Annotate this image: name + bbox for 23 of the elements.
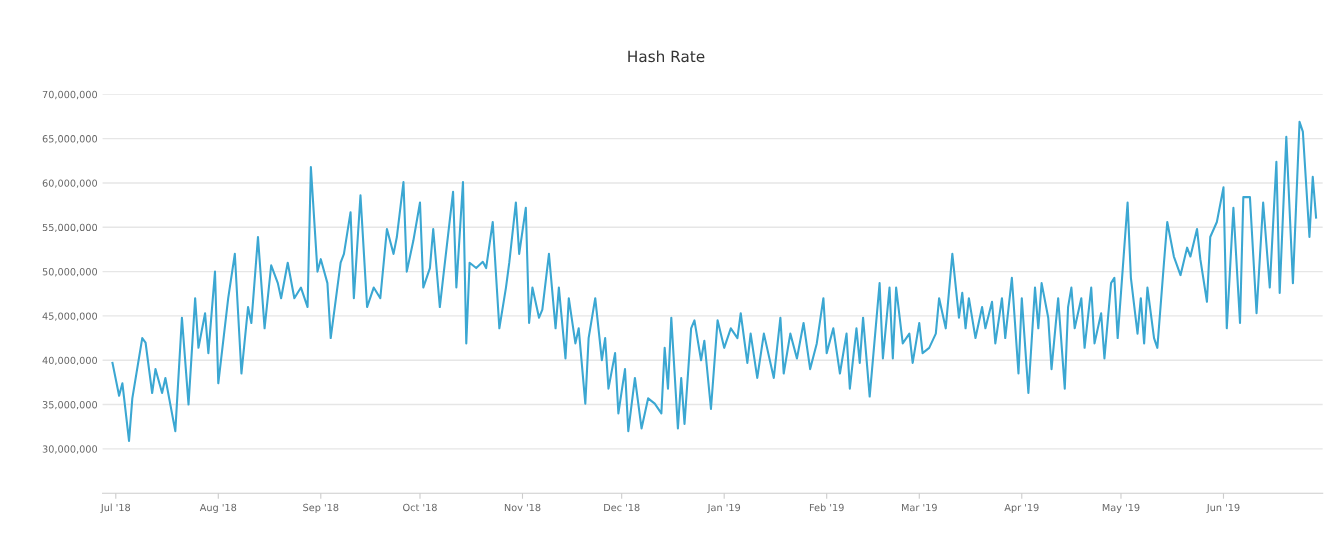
x-tick-label: Jul '18 — [100, 503, 131, 513]
x-tick-label: Oct '18 — [403, 503, 437, 512]
chart-title: Hash Rate — [628, 50, 705, 63]
x-tick-label: Dec '18 — [604, 503, 640, 512]
y-tick-label: 60,000,000 — [42, 179, 98, 188]
x-tick-label: Nov '18 — [504, 503, 541, 512]
line-series — [111, 120, 1318, 442]
y-tick-label: 40,000,000 — [42, 356, 98, 366]
y-tick-label: 45,000,000 — [42, 312, 98, 321]
x-tick-label: Feb '19 — [809, 503, 844, 512]
y-tick-label: 30,000,000 — [42, 445, 98, 454]
y-tick-label: 50,000,000 — [42, 268, 98, 277]
x-tick-label: Apr '19 — [1004, 503, 1039, 514]
x-tick-label: Aug '18 — [199, 503, 237, 514]
x-tick-label: Mar '19 — [901, 503, 937, 512]
x-tick-label: Jun '19 — [1206, 503, 1240, 513]
y-tick-label: 70,000,000 — [42, 90, 98, 100]
x-tick-label: Sep '18 — [303, 503, 339, 514]
x-tick-label: Jan '19 — [707, 503, 741, 513]
y-tick-label: 35,000,000 — [42, 401, 98, 410]
x-tick-label: May '19 — [1102, 503, 1140, 514]
y-tick-label: 55,000,000 — [42, 223, 98, 233]
y-tick-label: 65,000,000 — [42, 135, 98, 144]
